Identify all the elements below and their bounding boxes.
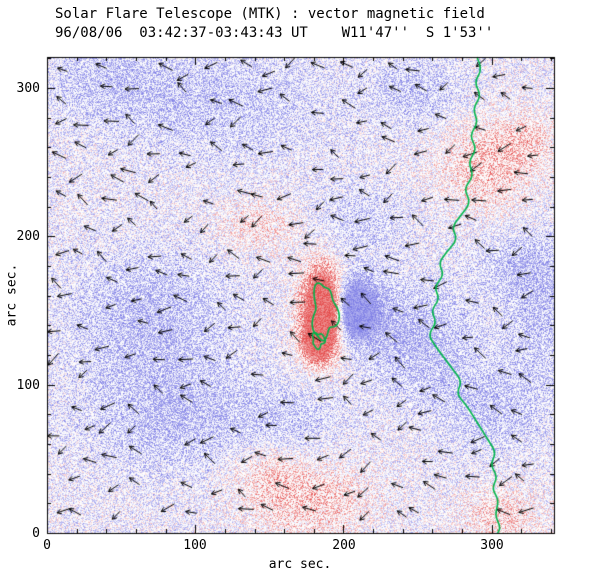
chart-subtitle: 96/08/06 03:42:37-03:43:43 UT W11'47'' S… <box>55 25 494 41</box>
y-tick-label: 0 <box>32 526 40 541</box>
y-tick-label: 300 <box>16 81 40 96</box>
x-tick-label: 300 <box>480 538 504 553</box>
y-tick-label: 200 <box>16 229 40 244</box>
x-tick-label: 0 <box>43 538 51 553</box>
y-axis-label: arc sec. <box>4 263 20 327</box>
x-tick-label: 100 <box>183 538 207 553</box>
chart-title: Solar Flare Telescope (MTK) : vector mag… <box>55 6 485 22</box>
x-tick-label: 200 <box>332 538 356 553</box>
x-axis-label: arc sec. <box>268 557 332 572</box>
y-tick-label: 100 <box>16 378 40 393</box>
